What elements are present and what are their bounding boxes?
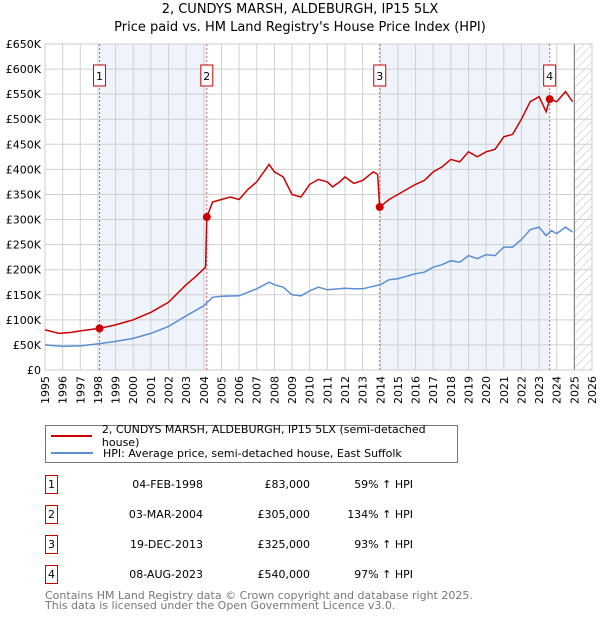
x-tick-label: 2022 — [515, 376, 528, 404]
y-tick-label: £50K — [13, 339, 42, 352]
transaction-date: 19-DEC-2013 — [129, 538, 203, 551]
y-tick-label: £350K — [6, 188, 42, 201]
transaction-number: 1 — [45, 475, 58, 494]
transaction-hpi-change: 59% ↑ HPI — [354, 478, 413, 491]
x-tick-label: 2017 — [427, 376, 440, 404]
x-tick-label: 2019 — [462, 376, 475, 404]
sale-number-label: 1 — [96, 70, 103, 83]
price-chart: 1995 1996 1997 1998 1999 2000 2001 2002 2003 2004… — [6, 38, 599, 404]
series-line — [44, 90, 574, 335]
x-tick-label: 2018 — [445, 376, 458, 404]
x-tick-label: 2016 — [410, 376, 423, 404]
x-tick-label: 2008 — [268, 376, 281, 404]
legend: 2, CUNDYS MARSH, ALDEBURGH, IP15 5LX (se… — [45, 423, 458, 463]
x-tick-label: 2007 — [251, 376, 264, 404]
transaction-number: 2 — [45, 505, 58, 524]
transaction-price: £305,000 — [257, 508, 311, 521]
legend-item-property: 2, CUNDYS MARSH, ALDEBURGH, IP15 5LX (se… — [46, 423, 457, 449]
transaction-row: 1 04-FEB-1998 £83,000 59% ↑ HPI — [45, 475, 465, 495]
x-tick-label: 2015 — [392, 376, 405, 404]
legend-label: 2, CUNDYS MARSH, ALDEBURGH, IP15 5LX (se… — [101, 423, 426, 449]
x-tick-label: 2014 — [374, 376, 387, 404]
transaction-price: £325,000 — [257, 538, 311, 551]
sale-number-label: 4 — [546, 70, 553, 83]
x-tick-label: 1995 — [39, 376, 52, 404]
y-tick-label: £0 — [27, 364, 41, 377]
x-tick-label: 2024 — [551, 376, 564, 404]
sale-number-box — [373, 64, 387, 87]
x-tick-label: 2023 — [533, 376, 546, 404]
plot-frame — [44, 43, 593, 371]
y-tick-label: £100K — [6, 314, 42, 327]
x-tick-label: 2002 — [163, 376, 176, 404]
transaction-number: 3 — [45, 535, 58, 554]
legend-label: HPI: Average price, semi-detached house,… — [103, 446, 402, 460]
x-tick-label: 2010 — [304, 376, 317, 404]
legend-swatch-blue — [51, 452, 93, 454]
x-tick-label: 2000 — [127, 376, 140, 404]
x-tick-label: 2026 — [586, 376, 599, 404]
forecast-hatch — [574, 44, 592, 370]
transaction-hpi-change: 93% ↑ HPI — [354, 538, 413, 551]
shaded-period — [99, 44, 207, 370]
x-tick-label: 2005 — [215, 376, 228, 404]
y-tick-label: £650K — [6, 38, 42, 51]
x-tick-label: 1997 — [74, 376, 87, 404]
transaction-date: 04-FEB-1998 — [132, 478, 203, 491]
x-tick-label: 2009 — [286, 376, 299, 404]
y-tick-label: £200K — [6, 264, 42, 277]
transaction-hpi-change: 134% ↑ HPI — [347, 508, 413, 521]
y-tick-label: £450K — [6, 138, 42, 151]
sale-number-label: 3 — [376, 70, 383, 83]
transaction-hpi-change: 97% ↑ HPI — [354, 568, 413, 581]
sale-point — [95, 324, 104, 333]
footer-copyright: Contains HM Land Registry data © Crown c… — [45, 589, 473, 602]
x-tick-label: 2025 — [568, 376, 581, 404]
sale-number-box — [93, 64, 107, 87]
x-tick-label: 2011 — [321, 376, 334, 404]
y-tick-label: £550K — [6, 88, 42, 101]
y-tick-label: £600K — [6, 63, 42, 76]
y-tick-label: £300K — [6, 214, 42, 227]
transaction-date: 03-MAR-2004 — [128, 508, 203, 521]
sale-number-box — [543, 64, 557, 87]
transaction-row: 3 19-DEC-2013 £325,000 93% ↑ HPI — [45, 535, 465, 555]
transaction-price: £540,000 — [257, 568, 311, 581]
x-tick-label: 1996 — [57, 376, 70, 404]
x-tick-label: 2020 — [480, 376, 493, 404]
sale-number-label: 2 — [203, 70, 210, 83]
x-tick-label: 2021 — [498, 376, 511, 404]
x-tick-label: 2001 — [145, 376, 158, 404]
x-tick-label: 1998 — [92, 376, 105, 404]
transaction-price: £83,000 — [264, 478, 311, 491]
x-tick-label: 2012 — [339, 376, 352, 404]
chart-subtitle: Price paid vs. HM Land Registry's House … — [114, 20, 486, 35]
transaction-number: 4 — [45, 565, 58, 584]
transaction-row: 4 08-AUG-2023 £540,000 97% ↑ HPI — [45, 565, 465, 585]
y-tick-label: £400K — [6, 163, 42, 176]
x-tick-label: 2013 — [357, 376, 370, 404]
y-tick-label: £500K — [6, 113, 42, 126]
footer-licence: This data is licensed under the Open Gov… — [45, 599, 396, 612]
chart-title: 2, CUNDYS MARSH, ALDEBURGH, IP15 5LX — [161, 2, 439, 17]
sale-point — [545, 95, 554, 104]
y-tick-label: £150K — [6, 289, 42, 302]
transaction-row: 2 03-MAR-2004 £305,000 134% ↑ HPI — [45, 505, 465, 525]
legend-item-hpi: HPI: Average price, semi-detached house,… — [46, 445, 402, 461]
y-tick-label: £250K — [6, 239, 42, 252]
x-tick-label: 2003 — [180, 376, 193, 404]
sale-point — [375, 203, 384, 211]
legend-swatch-red — [51, 435, 92, 437]
x-tick-label: 1999 — [110, 376, 123, 404]
sale-point — [202, 213, 211, 222]
shaded-period — [379, 44, 550, 370]
series-line — [44, 226, 574, 348]
x-tick-label: 2006 — [233, 376, 246, 404]
x-tick-label: 2004 — [198, 376, 211, 404]
transaction-date: 08-AUG-2023 — [129, 568, 203, 581]
sale-number-box — [200, 64, 214, 87]
